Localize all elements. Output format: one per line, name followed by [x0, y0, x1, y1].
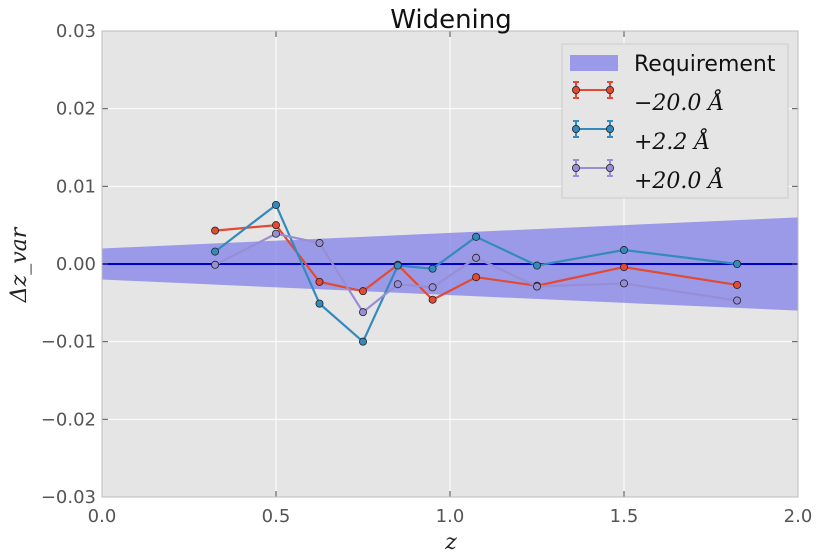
- legend-marker: [572, 125, 581, 134]
- legend-series-label: +2.2 Å: [634, 127, 710, 155]
- legend-series-label: +20.0 Å: [634, 166, 724, 194]
- y-tick-label: 0.00: [56, 254, 96, 275]
- data-point: [733, 296, 742, 305]
- x-tick-label: 1.5: [610, 506, 639, 527]
- x-tick-label: 0.5: [262, 506, 291, 527]
- data-point: [271, 221, 280, 230]
- data-point: [472, 273, 481, 282]
- x-tick-label: 1.0: [436, 506, 465, 527]
- data-point: [620, 279, 629, 288]
- data-point: [733, 280, 742, 289]
- series-group: [211, 229, 742, 317]
- x-axis-label: z: [444, 530, 457, 555]
- chart-title: Widening: [390, 5, 512, 35]
- data-point: [315, 299, 324, 308]
- data-point: [358, 337, 367, 346]
- legend-series-swatch: [572, 120, 615, 138]
- data-point: [472, 253, 481, 262]
- data-point: [428, 295, 437, 304]
- legend-series-label: −20.0 Å: [634, 88, 724, 116]
- legend-series-swatch: [572, 159, 615, 177]
- data-point: [211, 260, 220, 269]
- legend-series-swatch: [572, 81, 615, 99]
- x-tick-label: 2.0: [784, 506, 813, 527]
- series-layer: [211, 200, 742, 346]
- legend-marker: [606, 163, 615, 172]
- data-point: [358, 308, 367, 317]
- data-point: [211, 226, 220, 235]
- data-point: [533, 261, 542, 270]
- y-axis-label: Δz_var: [7, 226, 32, 303]
- legend-marker: [572, 163, 581, 172]
- legend-marker: [606, 125, 615, 134]
- plot-frame: [101, 30, 799, 498]
- data-point: [428, 264, 437, 273]
- data-point: [428, 283, 437, 292]
- series-group: [211, 200, 742, 346]
- legend-requirement-swatch: [570, 55, 618, 71]
- x-tick-label: 0.0: [88, 506, 117, 527]
- data-point: [733, 259, 742, 268]
- series-line: [214, 203, 738, 343]
- legend: Requirement −20.0 Å +2.2 Å +20.0 Å: [561, 43, 789, 199]
- y-tick-label: −0.01: [41, 332, 96, 353]
- data-point: [620, 246, 629, 255]
- y-tick-label: −0.03: [41, 487, 96, 508]
- y-tick-label: −0.02: [41, 409, 96, 430]
- data-point: [358, 287, 367, 296]
- series-line: [214, 232, 738, 314]
- data-point: [271, 200, 280, 209]
- y-tick-label: 0.01: [56, 176, 96, 197]
- y-tick-label: 0.02: [56, 99, 96, 120]
- axes: 0.0 0.5 1.0 1.5 2.0 −0.03 −0.02 −0.01 0.00 0.01 0.…: [41, 21, 812, 527]
- data-point: [393, 261, 402, 270]
- data-point: [271, 229, 280, 238]
- data-point: [211, 247, 220, 256]
- data-point: [620, 263, 629, 272]
- y-tick-label: 0.03: [56, 21, 96, 42]
- data-point: [315, 239, 324, 248]
- data-point: [533, 282, 542, 291]
- data-point: [393, 280, 402, 289]
- legend-marker: [606, 86, 615, 95]
- legend-marker: [572, 86, 581, 95]
- data-point: [315, 277, 324, 286]
- data-point: [472, 232, 481, 241]
- legend-requirement-label: Requirement: [634, 52, 776, 77]
